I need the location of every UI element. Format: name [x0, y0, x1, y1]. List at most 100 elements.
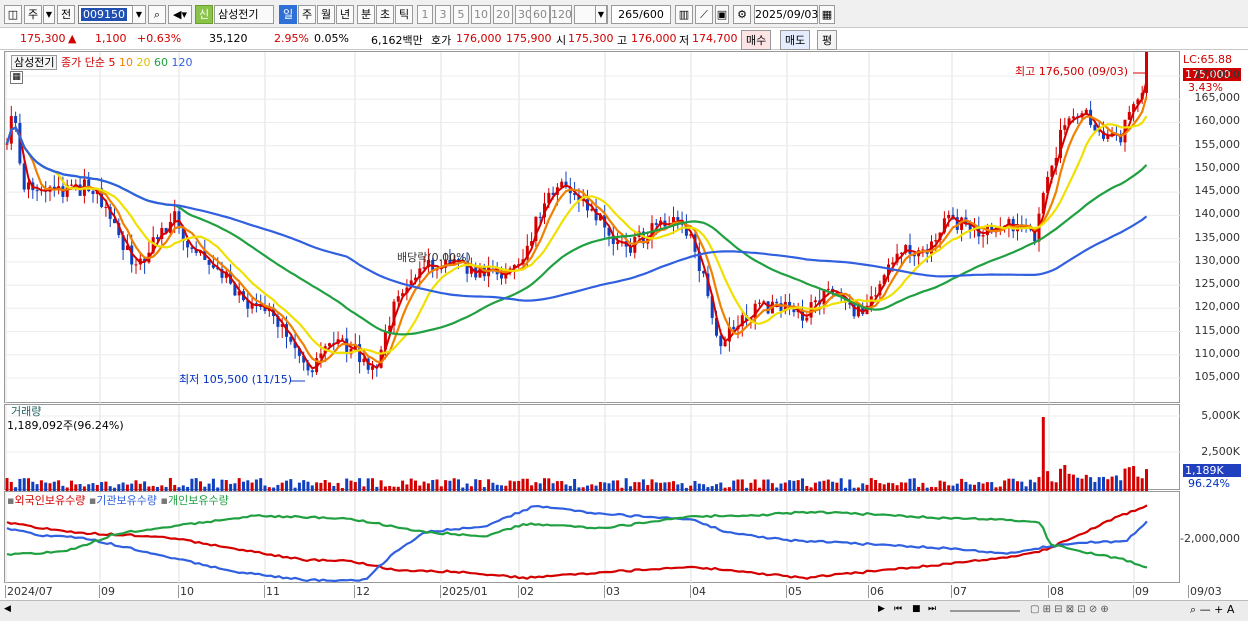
candle-body	[18, 122, 22, 164]
first-icon[interactable]: ⏮	[894, 604, 903, 614]
interval-10[interactable]: 10	[471, 5, 491, 24]
quote-bar: 175,300 ▲ 1,100 +0.63% 35,120 2.95% 0.05…	[0, 28, 1248, 50]
calendar-icon[interactable]: ▦	[819, 5, 835, 24]
tab-week[interactable]: 주	[298, 5, 316, 24]
high-price: 176,000	[631, 32, 677, 45]
volume-bar	[1020, 481, 1024, 491]
candle-body	[396, 296, 400, 302]
volume-bar	[117, 484, 121, 491]
zoom-controls[interactable]: ⌕ — + A	[1190, 603, 1235, 616]
price-legend: 삼성전기 종가 단순 5 10 20 60 120	[11, 54, 192, 70]
chart-stock-name[interactable]: 삼성전기	[11, 55, 58, 70]
candle-body	[891, 262, 895, 265]
interval-20[interactable]: 20	[493, 5, 513, 24]
buy-button[interactable]: 매수	[741, 30, 772, 50]
candle-body	[835, 292, 839, 294]
volume-bar	[422, 481, 426, 491]
candle-body	[758, 302, 761, 304]
candle-body	[108, 206, 112, 219]
save-icon[interactable]: ▣	[715, 5, 729, 24]
last-icon[interactable]: ⏭	[928, 604, 937, 614]
interval-5[interactable]: 5	[453, 5, 469, 24]
volume-tick-5000k: 5,000K	[1201, 409, 1240, 422]
tools-icons[interactable]: ▢ ⊞ ⊟ ⊠ ⊡ ⊘ ⊕	[1030, 604, 1109, 615]
candle-body	[616, 241, 620, 245]
sell-button[interactable]: 매도	[780, 30, 811, 50]
volume-bar	[1067, 473, 1071, 491]
tab-second[interactable]: 초	[376, 5, 394, 24]
zoom-slider[interactable]	[950, 610, 1020, 612]
candle-body	[908, 245, 912, 254]
candle-icon[interactable]: ▥	[675, 5, 693, 24]
volume-panel[interactable]: 거래량 1,189,092주(96.24%)	[4, 404, 1181, 491]
volume-bar	[938, 480, 942, 491]
prev-button[interactable]: 전	[57, 5, 75, 24]
stock-code-input[interactable]: 009150	[78, 5, 146, 24]
interval-1[interactable]: 1	[417, 5, 433, 24]
volume-bar	[396, 486, 400, 491]
period-selector[interactable]: 주	[24, 5, 42, 24]
code-dropdown-icon[interactable]: ▼	[132, 5, 146, 24]
scroll-right-icon[interactable]: ▶	[878, 604, 885, 614]
interval-3[interactable]: 3	[435, 5, 451, 24]
tab-month[interactable]: 월	[317, 5, 335, 24]
data-count-field[interactable]: 265/600	[611, 5, 671, 24]
candle-body	[934, 240, 938, 242]
x-tick: 12	[354, 585, 370, 598]
price-tick: 115,000	[1194, 323, 1241, 337]
candle-body	[121, 235, 125, 250]
candle-body	[164, 227, 168, 233]
line-tool-icon[interactable]: ⟋	[695, 5, 713, 24]
avg-button[interactable]: 평	[817, 30, 838, 50]
date-input[interactable]: 2025/09/03	[754, 5, 818, 24]
volume-bar	[684, 487, 688, 491]
speaker-icon[interactable]: ◀▾	[168, 5, 192, 24]
candle-body	[654, 223, 658, 225]
candle-body	[672, 217, 675, 227]
tab-tick[interactable]: 틱	[395, 5, 413, 24]
volume-bar	[27, 478, 30, 491]
volume-bar	[861, 483, 865, 491]
volume-ratio: 2.95%	[274, 32, 309, 45]
toolbar: ◫ 주 ▼ 전 009150 ▼ ⌕ ◀▾ 신 삼성전기 일 주 월 년 분 초…	[0, 0, 1248, 28]
candle-body	[1132, 104, 1136, 112]
volume-bar	[147, 486, 151, 491]
volume-bar	[568, 485, 572, 491]
tab-minute[interactable]: 분	[357, 5, 375, 24]
gear-icon[interactable]: ⚙	[733, 5, 751, 24]
volume-bar	[409, 478, 413, 491]
grid-icon[interactable]: ▦	[10, 71, 23, 84]
holder-panel[interactable]: ▪외국인보유수량 ▪기관보유수량 ▪개인보유수량	[4, 491, 1180, 584]
search-icon[interactable]: ⌕	[148, 5, 166, 24]
price-tick: 120,000	[1194, 300, 1241, 314]
volume-bar	[1097, 477, 1101, 491]
stop-icon[interactable]: ■	[912, 604, 921, 614]
ma-120: 120	[171, 56, 193, 69]
volume-bar	[577, 487, 581, 491]
bottom-scrollbar[interactable]: ◀ ▶ ⏮ ■ ⏭ ▢ ⊞ ⊟ ⊠ ⊡ ⊘ ⊕ ⌕ — + A	[0, 600, 1248, 621]
candle-body	[1110, 133, 1114, 135]
interval-120[interactable]: 120	[550, 5, 572, 24]
window-icon[interactable]: ◫	[4, 5, 22, 24]
chevron-down-icon[interactable]: ▼	[43, 5, 55, 24]
candle-body	[418, 268, 422, 278]
interval-dropdown-icon[interactable]: ▼	[595, 5, 607, 24]
candle-body	[865, 305, 869, 315]
candle-body	[766, 301, 770, 314]
candle-body	[895, 253, 899, 263]
tab-day[interactable]: 일	[279, 5, 297, 24]
volume-bar	[121, 482, 125, 491]
volume-tick-2500k: 2,500K	[1201, 445, 1240, 458]
candle-body	[14, 116, 18, 123]
candle-body	[512, 264, 516, 269]
volume-bar	[57, 480, 61, 491]
candle-body	[543, 203, 546, 218]
tab-year[interactable]: 년	[336, 5, 354, 24]
volume-bar	[160, 485, 164, 491]
price-chart-panel[interactable]: 삼성전기 종가 단순 5 10 20 60 120 ▦ 최고 176,500 (…	[4, 51, 1181, 404]
x-tick: 08	[1048, 585, 1064, 598]
candle-body	[87, 179, 91, 192]
interval-60[interactable]: 60	[530, 5, 550, 24]
volume-bar	[1106, 479, 1110, 491]
scroll-left-icon[interactable]: ◀	[4, 604, 11, 614]
